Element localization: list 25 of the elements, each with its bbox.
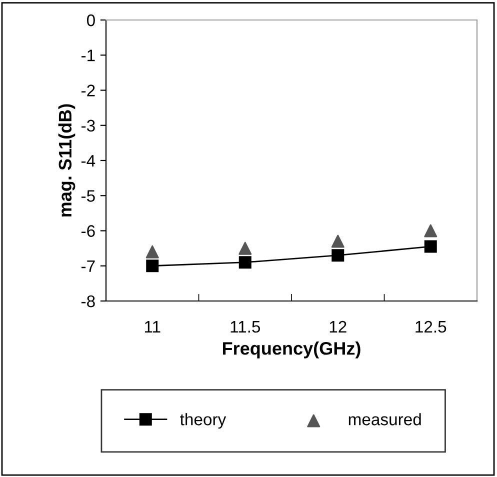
y-tick-label: -1 — [82, 50, 95, 62]
point — [238, 256, 252, 269]
point — [331, 234, 344, 248]
y-tick-label: -2 — [82, 84, 95, 96]
x-tick-label: 11.5 — [230, 321, 260, 333]
x-axis-title: Frequency(GHz) — [222, 342, 360, 358]
x-tick-label: 12 — [330, 320, 346, 333]
y-axis-title: mag. S11(dB) — [58, 104, 76, 216]
point — [146, 260, 159, 272]
x-tick-label: 12.5 — [416, 320, 446, 333]
legend-label: measured — [348, 413, 421, 426]
point — [238, 242, 252, 255]
y-tick-label: -5 — [82, 190, 95, 202]
y-tick-label: 0 — [86, 14, 95, 26]
x-tick-label: 11 — [144, 321, 160, 333]
legend-label: theory — [180, 413, 226, 429]
y-tick-label: -6 — [82, 225, 95, 237]
y-tick-label: -4 — [82, 155, 96, 167]
point — [332, 249, 344, 262]
y-tick-label: -7 — [82, 260, 95, 272]
y-tick-label: -8 — [82, 295, 95, 308]
y-tick-label: -3 — [82, 120, 95, 132]
point — [146, 245, 159, 258]
point — [424, 240, 437, 253]
point — [424, 224, 438, 238]
